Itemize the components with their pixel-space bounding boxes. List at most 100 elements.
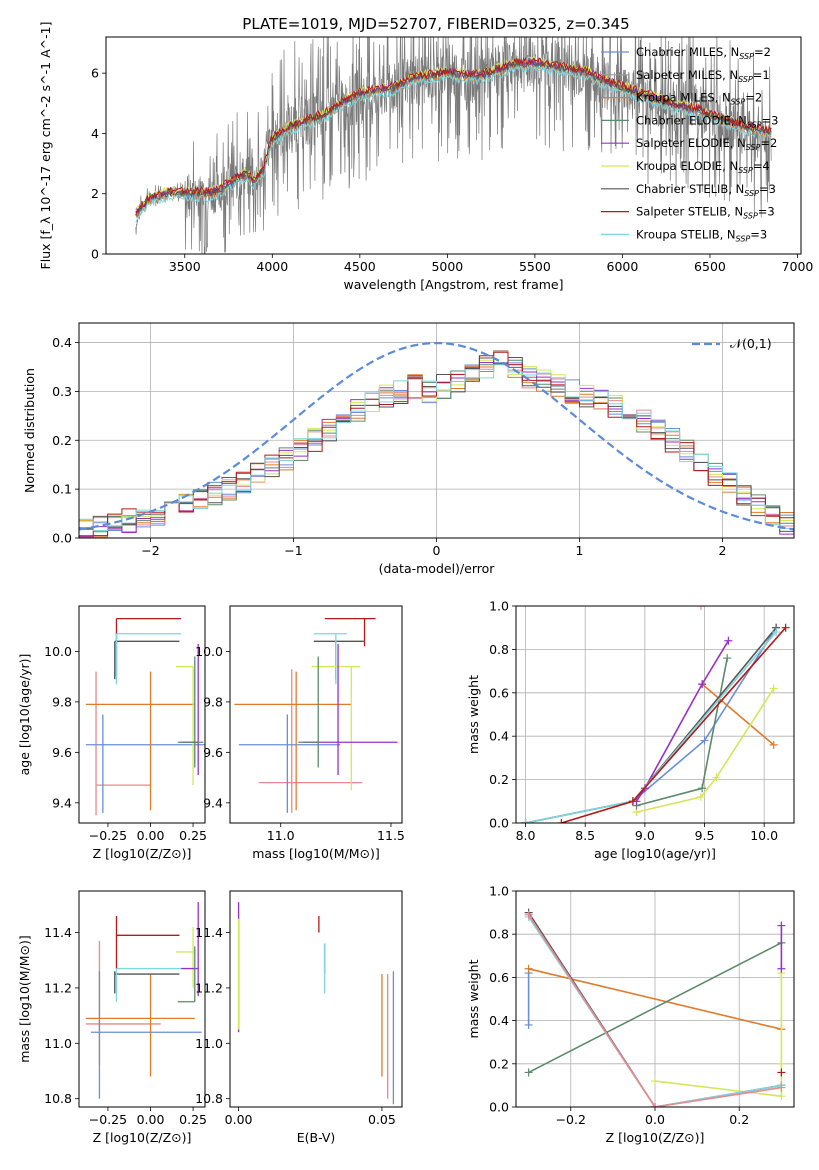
error-bar-point [258,669,363,813]
x-tick-label: 11.5 [377,828,405,843]
histogram-series [79,364,794,538]
y-tick-label: 0 [91,247,99,262]
x-tick-label: 0.00 [225,1112,253,1127]
x-tick-label: 0.00 [137,828,165,843]
weight-marker [712,773,721,782]
weight-series [521,628,781,823]
y-axis-label: mass weight [466,675,481,754]
x-axis-label: age [log10(age/yr)] [594,846,716,861]
weight-marker [698,784,707,793]
weight-marker [524,910,533,919]
figure-title: PLATE=1019, MJD=52707, FIBERID=0325, z=0… [242,15,629,33]
x-tick-label: 0.25 [179,828,207,843]
y-tick-label: 0.1 [52,482,72,497]
y-axis-label: mass [log10(M/M⊙)] [17,935,32,1063]
y-tick-label: 0.0 [489,816,509,831]
x-tick-label: −0.2 [556,1112,586,1127]
error-bar-point [115,617,182,677]
x-tick-label: 10.0 [750,828,778,843]
x-tick-label: −1 [284,543,302,558]
weight-vs-Z-series [524,908,786,1107]
weight-marker [628,797,637,806]
legend-entry: Salpeter STELIB, NSSP=3 [636,205,775,221]
y-axis-label: mass weight [466,959,481,1038]
axes-frame [78,890,206,1108]
axes-frame [78,322,795,539]
legend-entry: Kroupa ELODIE, NSSP=4 [636,159,770,175]
legend-entry: Salpeter ELODIE, NSSP=2 [636,136,777,152]
x-axis-label: Z [log10(Z/Z⊙)] [93,1130,192,1145]
x-tick-label: 6500 [694,259,726,274]
x-tick-label: 5000 [431,259,463,274]
error-bar-point [313,633,347,685]
y-tick-label: 0.2 [489,1056,509,1071]
x-tick-label: 2 [719,543,727,558]
legend-entry: Salpeter MILES, NSSP=1 [636,68,770,84]
y-tick-label: 11.4 [195,925,223,940]
y-tick-label: 0.0 [52,531,72,546]
weight-marker [777,1068,786,1077]
legend-entry: Kroupa MILES, NSSP=2 [636,91,762,107]
y-tick-label: 0.4 [489,729,509,744]
x-tick-label: 6000 [607,259,639,274]
weight-line [525,627,777,823]
x-tick-label: 0.2 [729,1112,749,1127]
y-tick-label: 11.0 [195,1036,223,1051]
x-tick-label: 0.25 [179,1112,207,1127]
x-tick-label: 1 [576,543,584,558]
error-bar-point [90,971,202,1099]
y-tick-label: 1.0 [489,884,509,899]
weight-marker [696,792,705,801]
y-tick-label: 0.3 [52,384,72,399]
x-tick-label: −2 [141,543,159,558]
mass-vs-Z-axes: −0.25 0.00 0.25 10.8 11.0 11.2 11.4 Z [log10(Z/… [17,890,207,1145]
residuals-axes: −2 −1 0 1 2 0.0 0.1 0.2 0.3 0.4 (data-model)/error… [22,322,795,576]
y-tick-label: 6 [91,66,99,81]
legend-entry: Chabrier STELIB, NSSP=3 [636,182,776,198]
weight-vs-age-series [521,606,790,823]
y-tick-label: 10.0 [44,644,72,659]
x-tick-label: 0.05 [368,1112,396,1127]
y-tick-label: 2 [91,186,99,201]
y-tick-label: 0.2 [52,433,72,448]
weight-marker [769,684,778,693]
model-spectrum-line [135,64,772,223]
y-tick-label: 9.6 [52,745,72,760]
x-axis-label: wavelength [Angstrom, rest frame] [343,277,563,292]
legend-entry: Chabrier MILES, NSSP=2 [636,45,771,61]
x-tick-label: 3500 [169,259,201,274]
weight-vs-Z-axes: −0.2 0.0 0.2 0.0 0.2 0.4 0.6 0.8 1.0 Z [log10(Z/Z… [466,884,795,1145]
axes-frame [515,890,795,1108]
y-tick-label: 9.8 [52,694,72,709]
weight-series [632,684,778,817]
weight-marker [777,1083,786,1092]
weight-series [696,606,705,610]
spectrum-legend: Chabrier MILES, NSSP=2 Salpeter MILES, NS… [601,45,778,243]
weight-line [654,973,783,1098]
error-bar-point [238,714,341,813]
x-tick-label: 7000 [782,259,814,274]
y-tick-label: 0.6 [489,685,509,700]
y-tick-label: 0.8 [489,927,509,942]
legend-entry: 𝒩(0,1) [730,336,772,351]
weight-series [524,969,533,1029]
age-vs-mass-points [234,617,398,813]
normal-curve [79,342,794,531]
x-tick-label: −0.25 [89,828,127,843]
x-axis-label: Z [log10(Z/Z⊙)] [606,1130,705,1145]
x-tick-label: −0.25 [89,1112,127,1127]
weight-marker [772,628,781,637]
weight-marker [777,1092,786,1101]
y-tick-label: 11.2 [44,980,72,995]
weight-marker [700,736,709,745]
x-tick-label: 8.0 [516,828,536,843]
y-tick-label: 0.2 [489,772,509,787]
y-axis-label: Normed distribution [22,368,37,493]
weight-marker [777,964,786,973]
error-bar-point [114,971,180,994]
axes-frame [105,36,802,255]
weight-line [636,657,728,807]
x-tick-label: 9.5 [695,828,715,843]
error-bar-point [177,946,196,1003]
axes-frame [229,890,403,1108]
